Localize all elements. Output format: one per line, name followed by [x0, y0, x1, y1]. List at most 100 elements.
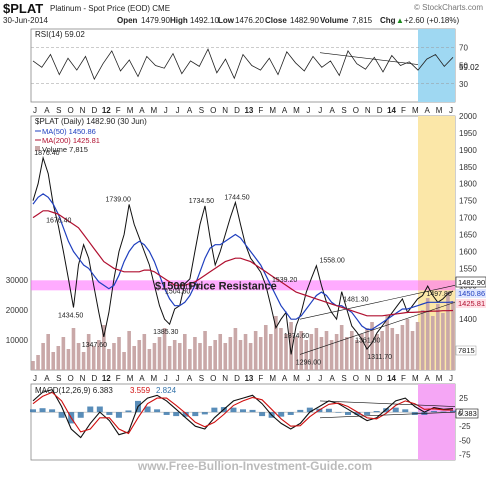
macd-histogram-bar [154, 409, 161, 413]
volume-bar [430, 316, 435, 370]
macd-histogram-bar [106, 412, 113, 415]
month-top-label: S [56, 106, 61, 115]
volume-bar [218, 334, 223, 370]
volume-bar [415, 322, 420, 370]
volume-bar [263, 325, 268, 370]
volume-bar [420, 310, 425, 370]
price-annotation: 1539.20 [272, 277, 297, 284]
price-panel: $1500 Price Resistance $PLAT (Daily) 148… [6, 112, 486, 371]
month-bottom-label: F [401, 374, 406, 383]
month-top-label: M [151, 106, 158, 115]
month-bottom-label: F [116, 374, 121, 383]
volume-bar [243, 334, 248, 370]
chg-label: Chg [380, 16, 396, 25]
legend-volume: Volume 7,815 [42, 145, 88, 154]
volume-bar [167, 346, 172, 370]
volume-bar [436, 304, 440, 370]
ma200-tag [456, 299, 486, 308]
macd-ticks: 25 0 -25 -50 -75 [459, 394, 471, 459]
month-bottom-label: J [176, 374, 180, 383]
volume-bar [137, 340, 142, 370]
month-bottom-label: J [164, 374, 168, 383]
volume-bar [193, 337, 197, 370]
macd-histogram-bar [383, 408, 390, 413]
macd-histogram-bar [230, 407, 237, 413]
price-annotation: 1739.00 [106, 196, 131, 203]
rsi-highlight [418, 29, 455, 102]
macd-histogram-bar [125, 410, 132, 413]
macd-title: MACD(12,26,9) 6.383 [35, 386, 113, 395]
close-tag-text: 1482.90 [458, 278, 485, 287]
month-bottom-label: F [258, 374, 263, 383]
price-annotation: 1347.60 [82, 342, 107, 349]
volume-bar [238, 340, 243, 370]
rsi-trendline [319, 52, 419, 65]
support-trendline [299, 301, 456, 355]
month-top-label: A [187, 106, 193, 115]
volume-bar [410, 331, 415, 370]
macd-histogram-bar [430, 411, 437, 413]
rsi-title: RSI(14) 59.02 [35, 30, 85, 39]
month-top-label: N [222, 106, 228, 115]
price-annotation: 1676.40 [46, 218, 71, 225]
volume-bar [451, 301, 455, 370]
volume-bar [46, 334, 50, 370]
macd-histogram-bar [144, 406, 151, 413]
macd-highlight [418, 384, 455, 460]
price-marks [31, 155, 456, 370]
price-tick-label: 1900 [459, 146, 477, 155]
month-top-label: M [269, 106, 276, 115]
volume-bar [309, 334, 314, 370]
month-bottom-label: D [234, 374, 240, 383]
volume-bar [107, 349, 111, 370]
ma50-tag [456, 289, 486, 298]
price-annotation: 1385.30 [153, 329, 178, 336]
volume-bar [76, 343, 81, 370]
price-annotation: 1734.50 [189, 198, 214, 205]
month-top-label: J [318, 106, 322, 115]
month-top-label: F [116, 106, 121, 115]
volume-bar [203, 331, 207, 370]
month-bottom-label: D [92, 374, 98, 383]
macd-histogram-bar [373, 411, 380, 413]
close-tag [455, 276, 486, 288]
low-label: Low [218, 16, 235, 25]
volume-bar [299, 331, 303, 370]
volume-bar [304, 340, 309, 370]
volume-bar [319, 337, 324, 370]
month-top-label: F [401, 106, 406, 115]
macd-tag [455, 408, 479, 419]
month-bottom-label: M [269, 374, 276, 383]
price-legend: $PLAT (Daily) 1482.90 (30 Jun) MA(50) 14… [35, 117, 147, 154]
price-annotation: 1296.00 [296, 359, 321, 366]
macd-histogram-bar [163, 412, 170, 415]
price-tick-label: 1550 [459, 264, 477, 273]
instrument-name: Platinum - Spot Price (EOD) CME [50, 4, 170, 13]
resistance-trendline [299, 285, 456, 320]
volume-tick-label: 10000 [6, 336, 29, 345]
volume-bar [360, 334, 364, 370]
month-top-label: 13 [244, 106, 253, 115]
macd-histogram-bar [345, 412, 351, 415]
ma50-tag-text: 1450.86 [458, 289, 485, 298]
month-bottom-label: M [293, 374, 300, 383]
month-bottom-label: S [56, 374, 61, 383]
price-annotations: 1876.40 1676.40 1434.50 1347.60 1739.00 1385.… [34, 150, 452, 367]
ma200-tag-text: 1425.81 [458, 299, 485, 308]
macd-histogram-bar [402, 409, 409, 413]
month-axis-top: J A S O N D 12 F M A M J J A S O N D 13 F M A M J J A S O N D 14 F M A M J [33, 106, 453, 115]
macd-histogram-bar [325, 408, 332, 413]
month-bottom-label: S [199, 374, 204, 383]
month-top-label: J [176, 106, 180, 115]
volume-bar [329, 340, 334, 370]
month-top-label: J [33, 106, 37, 115]
month-bottom-label: M [436, 374, 443, 383]
macd-lower-trendline [319, 411, 456, 419]
rsi-marks [31, 46, 455, 85]
month-top-label: O [68, 106, 74, 115]
volume-bar [334, 334, 339, 370]
month-top-label: F [258, 106, 263, 115]
volume-bar [258, 337, 263, 370]
price-tick-label: 1950 [459, 129, 477, 138]
macd-histogram-bar [192, 412, 199, 417]
